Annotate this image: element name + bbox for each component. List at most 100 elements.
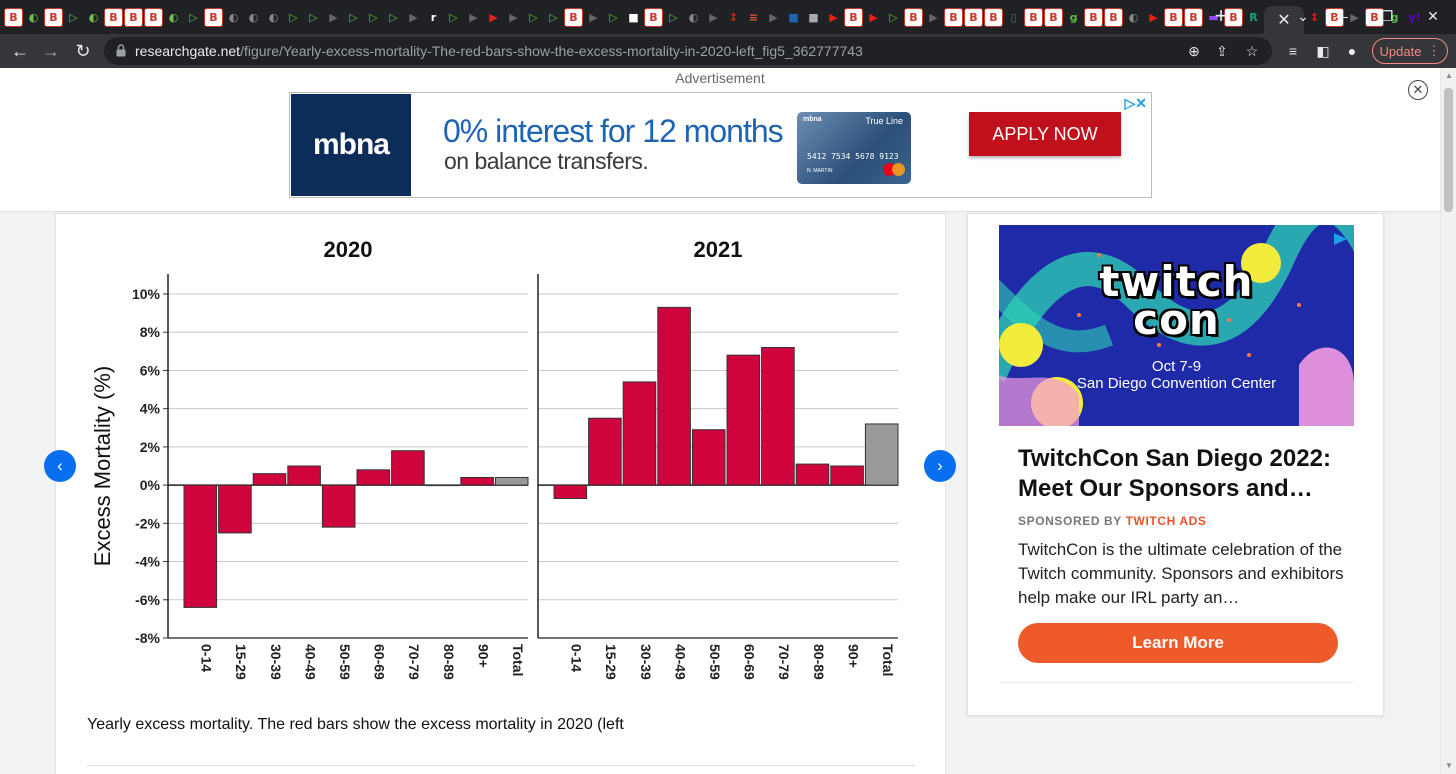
tab-favicon-icon[interactable]: ▷ xyxy=(309,10,318,24)
scrollbar-thumb[interactable] xyxy=(1444,88,1453,212)
tab-favicon-icon[interactable]: g xyxy=(1390,10,1399,24)
learn-more-button[interactable]: Learn More xyxy=(1018,623,1338,663)
tab-favicon-icon[interactable]: ▶ xyxy=(1149,10,1158,24)
update-button[interactable]: Update ⋮ xyxy=(1372,38,1448,64)
tab-favicon-icon[interactable]: B xyxy=(204,7,223,27)
tab-favicon-icon[interactable]: B xyxy=(1325,7,1344,27)
tab-favicon-icon[interactable]: B xyxy=(964,7,983,27)
mbna-banner-ad[interactable]: mbna 0% interest for 12 months on balanc… xyxy=(289,92,1152,198)
tab-favicon-icon[interactable]: ▶ xyxy=(869,10,878,24)
address-bar[interactable]: researchgate.net/figure/Yearly-excess-mo… xyxy=(104,37,1272,65)
tab-favicon-icon[interactable]: ▷ xyxy=(389,10,398,24)
tab-favicon-icon[interactable]: B xyxy=(1084,7,1103,27)
tab-favicon-icon[interactable]: ▶ xyxy=(589,10,598,24)
media-control-icon[interactable]: ≡ xyxy=(1288,43,1298,59)
bookmark-star-icon[interactable]: ☆ xyxy=(1245,43,1259,59)
close-ad-icon[interactable]: ✕ xyxy=(1408,80,1428,100)
tab-favicon-icon[interactable]: ▶ xyxy=(469,10,478,24)
tab-favicon-icon[interactable]: ▯ xyxy=(1010,10,1017,24)
page-scrollbar[interactable]: ▲ ▼ xyxy=(1440,68,1456,774)
tab-favicon-icon[interactable]: ◐ xyxy=(248,10,259,24)
tab-favicon-icon[interactable]: B xyxy=(104,7,123,27)
tab-favicon-icon[interactable]: B xyxy=(944,7,963,27)
sidebar-ad-card[interactable]: twitch con Oct 7-9 San Diego Convention C… xyxy=(967,213,1384,716)
tab-favicon-icon[interactable]: ■ xyxy=(808,10,819,24)
scroll-down-arrow-icon[interactable]: ▼ xyxy=(1445,761,1453,770)
active-tab-close-icon[interactable]: ✕ xyxy=(1264,6,1304,34)
tab-favicon-icon[interactable]: B xyxy=(1224,7,1243,27)
tab-favicon-icon[interactable]: ■ xyxy=(788,10,799,24)
tab-favicon-icon[interactable]: B xyxy=(984,7,1003,27)
tab-favicon-icon[interactable]: ◐ xyxy=(88,10,99,24)
tab-favicon-icon[interactable]: ▷ xyxy=(609,10,618,24)
tab-favicon-icon[interactable]: ◐ xyxy=(228,10,239,24)
tab-favicon-icon[interactable]: ▷ xyxy=(889,10,898,24)
close-window-button[interactable]: ✕ xyxy=(1427,8,1439,24)
tab-favicon-icon[interactable]: B xyxy=(844,7,863,27)
tab-favicon-icon[interactable]: ▷ xyxy=(189,10,198,24)
tab-favicon-icon[interactable]: ◐ xyxy=(268,10,279,24)
profile-avatar-icon[interactable]: ● xyxy=(1347,43,1357,59)
tab-favicon-icon[interactable]: ◐ xyxy=(1128,10,1139,24)
tab-favicon-icon[interactable]: ▶ xyxy=(929,10,938,24)
restore-button[interactable]: ❐ xyxy=(1380,8,1394,24)
back-icon[interactable]: ← xyxy=(11,41,29,61)
side-panel-icon[interactable]: ◧ xyxy=(1316,43,1330,59)
next-figure-button[interactable]: › xyxy=(924,450,956,482)
tab-favicon-icon[interactable]: B xyxy=(4,7,23,27)
tab-favicon-icon[interactable]: ▶ xyxy=(829,10,838,24)
sponsor-name[interactable]: TWITCH ADS xyxy=(1125,514,1207,528)
tab-favicon-icon[interactable]: ▷ xyxy=(529,10,538,24)
tab-favicon-icon[interactable]: ◐ xyxy=(28,10,39,24)
tab-favicon-icon[interactable]: ◐ xyxy=(168,10,179,24)
tab-favicon-icon[interactable]: ▶ xyxy=(409,10,418,24)
tab-favicon-icon[interactable]: B xyxy=(1164,7,1183,27)
forward-icon[interactable]: → xyxy=(42,41,60,61)
tab-favicon-icon[interactable]: ◐ xyxy=(688,10,699,24)
new-tab-button[interactable]: + xyxy=(1214,3,1228,28)
tab-favicon-icon[interactable]: ■ xyxy=(628,10,639,24)
reload-icon[interactable]: ↻ xyxy=(75,41,91,61)
ad-title[interactable]: TwitchCon San Diego 2022: Meet Our Spons… xyxy=(1018,445,1331,502)
tab-favicon-icon[interactable]: ↕ xyxy=(1309,10,1320,24)
tab-favicon-icon[interactable]: ≡ xyxy=(748,10,759,24)
tab-search-icon[interactable]: ⌄ xyxy=(1297,8,1309,24)
tab-favicon-icon[interactable]: B xyxy=(1104,7,1123,27)
tab-favicon-icon[interactable]: B xyxy=(124,7,143,27)
tab-favicon-icon[interactable]: ▬ xyxy=(1208,10,1219,24)
zoom-icon[interactable]: ⊕ xyxy=(1188,43,1200,59)
apply-now-button[interactable]: APPLY NOW xyxy=(969,112,1121,156)
scroll-up-arrow-icon[interactable]: ▲ xyxy=(1445,71,1453,80)
tab-favicon-icon[interactable]: ▷ xyxy=(349,10,358,24)
tab-favicon-icon[interactable]: B xyxy=(564,7,583,27)
tab-favicon-icon[interactable]: ▷ xyxy=(69,10,78,24)
tab-favicon-icon[interactable]: B xyxy=(904,7,923,27)
tab-favicon-icon[interactable]: B xyxy=(1044,7,1063,27)
tab-favicon-icon[interactable]: ▶ xyxy=(489,10,498,24)
adchoices-icon[interactable]: ▷✕ xyxy=(1124,95,1148,111)
tab-favicon-icon[interactable]: ▶ xyxy=(769,10,778,24)
tab-favicon-icon[interactable]: ▷ xyxy=(289,10,298,24)
tab-favicon-icon[interactable]: B xyxy=(144,7,163,27)
tab-favicon-icon[interactable]: B xyxy=(644,7,663,27)
tab-favicon-icon[interactable]: R xyxy=(1249,10,1258,24)
tab-favicon-icon[interactable]: ▶ xyxy=(709,10,718,24)
tab-favicon-icon[interactable]: ▷ xyxy=(669,10,678,24)
tab-favicon-icon[interactable]: B xyxy=(44,7,63,27)
tab-favicon-icon[interactable]: B xyxy=(1024,7,1043,27)
tab-favicon-icon[interactable]: B xyxy=(1184,7,1203,27)
minimize-button[interactable]: — xyxy=(1334,8,1348,24)
tab-favicon-icon[interactable]: ▶ xyxy=(329,10,338,24)
tab-favicon-icon[interactable]: ▷ xyxy=(369,10,378,24)
tab-favicon-icon[interactable]: B xyxy=(1365,7,1384,27)
share-icon[interactable]: ⇪ xyxy=(1216,43,1228,59)
tab-favicon-icon[interactable]: y! xyxy=(1408,10,1421,24)
tab-favicon-icon[interactable]: ▷ xyxy=(549,10,558,24)
tab-favicon-icon[interactable]: g xyxy=(1069,10,1078,24)
previous-figure-button[interactable]: ‹ xyxy=(44,450,76,482)
tab-favicon-icon[interactable]: ▶ xyxy=(1350,10,1359,24)
tab-favicon-icon[interactable]: ▷ xyxy=(449,10,458,24)
tab-favicon-icon[interactable]: ↕ xyxy=(728,10,739,24)
tab-favicon-icon[interactable]: r xyxy=(430,10,437,24)
tab-favicon-icon[interactable]: ▶ xyxy=(509,10,518,24)
